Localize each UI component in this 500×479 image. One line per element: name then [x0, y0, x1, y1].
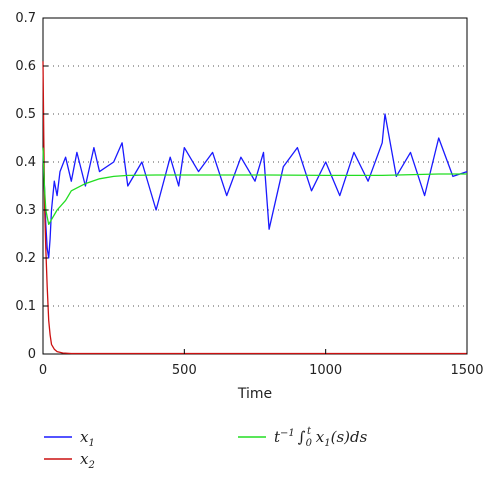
series-average-line	[42, 147, 467, 226]
y-tick-label: 0.6	[15, 59, 36, 74]
x-tick-label: 1500	[450, 363, 483, 378]
series-x2-line	[42, 61, 467, 355]
x-tick-label: 1000	[309, 363, 342, 378]
x-ticks: 0 500 1000 1500	[39, 349, 484, 378]
y-tick-label: 0.3	[15, 203, 36, 218]
legend-label-x1: x1	[80, 428, 95, 449]
y-tick-label: 0	[28, 347, 36, 362]
series-layer	[42, 61, 468, 355]
x-tick-label: 0	[39, 363, 47, 378]
y-ticks: 0 0.1 0.2 0.3 0.4 0.5 0.6 0.7	[15, 11, 48, 362]
y-tick-label: 0.2	[15, 251, 36, 266]
y-tick-label: 0.4	[15, 155, 36, 170]
x-axis-title: Time	[237, 386, 272, 402]
legend-label-x2: x2	[80, 450, 95, 471]
y-tick-label: 0.7	[15, 11, 36, 26]
grid	[43, 65, 467, 307]
y-tick-label: 0.5	[15, 107, 36, 122]
y-tick-label: 0.1	[15, 299, 36, 314]
legend-label-average: t−1 ∫0t x1(s)ds	[274, 426, 368, 449]
plot-frame	[42, 17, 468, 355]
legend: x1 x2 t−1 ∫0t x1(s)ds	[44, 426, 368, 471]
series-x1-line	[42, 113, 468, 259]
x-tick-label: 500	[172, 363, 197, 378]
